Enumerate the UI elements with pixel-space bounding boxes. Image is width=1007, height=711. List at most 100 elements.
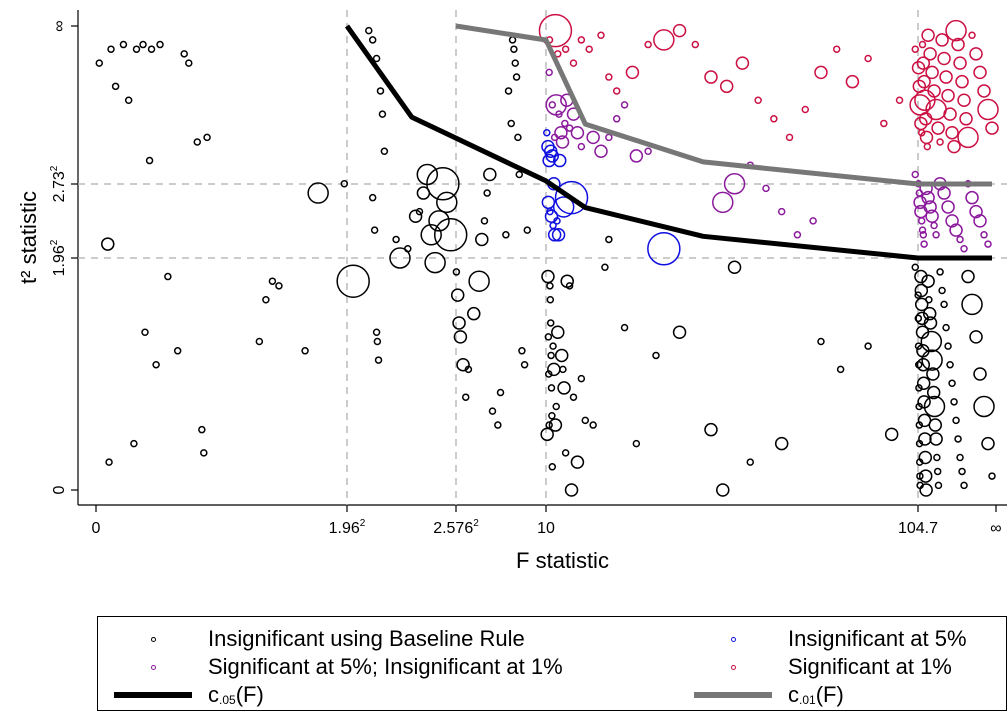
point-black-40 [373, 337, 382, 346]
point-red-62 [968, 31, 976, 40]
point-black-6 [124, 96, 133, 104]
point-black-102 [557, 381, 571, 395]
point-black-140 [914, 283, 929, 298]
point-red-5 [577, 36, 586, 44]
point-purple-26 [809, 217, 817, 225]
point-black-118 [704, 422, 718, 437]
point-purple-43 [937, 186, 951, 200]
point-black-58 [453, 330, 468, 344]
point-purple-4 [555, 110, 563, 118]
point-red-55 [945, 19, 967, 42]
point-black-128 [914, 291, 922, 299]
point-black-116 [652, 351, 660, 360]
point-black-103 [561, 449, 570, 457]
point-black-182 [969, 330, 983, 344]
point-black-31 [365, 26, 373, 35]
point-red-40 [923, 142, 932, 151]
point-purple-15 [605, 133, 613, 142]
point-black-23 [262, 296, 270, 304]
point-black-3 [107, 45, 115, 53]
point-black-11 [145, 156, 154, 165]
point-black-174 [950, 398, 958, 406]
point-black-95 [549, 342, 557, 350]
point-black-63 [468, 270, 490, 292]
point-black-115 [632, 439, 641, 448]
point-black-82 [523, 226, 532, 234]
point-black-25 [275, 282, 283, 290]
point-purple-13 [586, 130, 600, 145]
point-black-22 [203, 133, 211, 142]
point-black-150 [918, 450, 933, 465]
point-purple-45 [945, 214, 959, 228]
point-black-101 [559, 365, 567, 374]
point-black-121 [746, 458, 755, 466]
point-black-88 [546, 282, 554, 290]
point-black-159 [926, 367, 940, 381]
point-purple-1 [548, 101, 557, 109]
point-black-112 [601, 263, 609, 272]
legend-label-0: Insignificant using Baseline Rule [208, 626, 525, 651]
point-black-139 [914, 269, 928, 284]
point-red-66 [977, 98, 999, 121]
point-red-14 [691, 40, 700, 49]
point-black-35 [378, 110, 387, 118]
scatter-chart: 0 1.962 2.5762 10 104.7 ∞ 0 1.962 2.732 ∞ F statis… [16, 10, 1007, 573]
point-purple-52 [973, 214, 987, 228]
point-purple-44 [941, 200, 955, 214]
point-black-156 [923, 316, 938, 330]
legend-label-3: Significant at 1% [788, 654, 952, 679]
point-black-18 [185, 59, 193, 67]
point-black-93 [548, 412, 556, 420]
point-black-163 [929, 432, 943, 446]
point-black-76 [511, 59, 519, 67]
point-red-53 [945, 125, 959, 140]
point-red-27 [895, 96, 904, 104]
point-black-44 [404, 244, 412, 253]
y-tick-label-0: 0 [51, 485, 68, 494]
point-black-24 [268, 277, 277, 285]
point-black-157 [920, 330, 943, 353]
point-purple-31 [914, 204, 928, 219]
point-black-114 [620, 323, 629, 332]
point-red-24 [845, 74, 860, 89]
point-black-38 [370, 226, 379, 234]
point-black-129 [914, 314, 923, 323]
point-black-5 [119, 40, 128, 49]
point-black-92 [547, 384, 556, 392]
point-red-49 [937, 51, 951, 66]
legend-item-4: c.05(F) [98, 681, 264, 709]
point-red-39 [919, 130, 934, 145]
point-black-73 [507, 119, 515, 128]
point-red-16 [719, 79, 734, 94]
point-black-146 [916, 376, 931, 391]
point-black-46 [415, 207, 424, 216]
point-red-23 [832, 45, 841, 53]
x-tick-label-5: ∞ [990, 520, 1001, 537]
point-black-158 [921, 349, 943, 371]
point-black-126 [884, 427, 899, 442]
x-tick-label-1: 1.962 [329, 518, 366, 537]
point-black-77 [512, 73, 521, 81]
point-purple-24 [777, 207, 786, 216]
point-black-169 [940, 300, 948, 309]
point-black-127 [911, 263, 920, 272]
point-black-153 [921, 274, 935, 288]
point-purple-38 [923, 200, 937, 214]
point-black-16 [173, 347, 182, 355]
point-purple-25 [793, 231, 802, 239]
legend-symbol-0 [98, 636, 208, 642]
legend-symbol-3 [678, 664, 788, 670]
point-red-41 [921, 28, 935, 43]
point-black-33 [372, 54, 381, 63]
point-purple-19 [644, 147, 652, 156]
point-black-180 [961, 269, 975, 284]
point-black-168 [938, 286, 946, 295]
point-black-75 [510, 45, 518, 53]
point-black-106 [564, 483, 579, 497]
point-red-19 [770, 115, 778, 123]
point-blue-0 [543, 128, 551, 137]
point-black-52 [426, 167, 460, 201]
point-blue-6 [541, 195, 556, 210]
point-black-161 [923, 395, 946, 418]
point-black-132 [915, 384, 923, 392]
